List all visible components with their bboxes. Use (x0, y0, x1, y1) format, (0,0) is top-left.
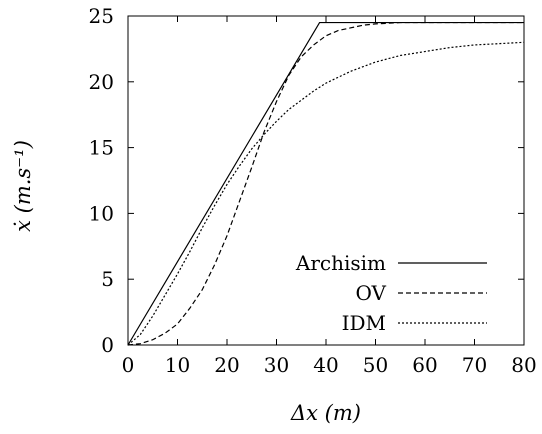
y-tick-label: 10 (89, 201, 114, 225)
x-tick-label: 40 (313, 353, 338, 377)
x-tick-label: 60 (412, 353, 437, 377)
series-line-archisim (127, 21, 524, 346)
legend-label-ov: OV (356, 281, 387, 305)
x-tick-label: 80 (511, 353, 536, 377)
x-tick-label: 20 (214, 353, 239, 377)
plot-frame (127, 15, 525, 346)
legend-label-idm: IDM (342, 311, 386, 335)
axis-ticks: 0 10 20 30 40 50 60 70 80 0 5 10 15 20 25 (89, 4, 537, 377)
x-tick-label: 30 (264, 353, 289, 377)
series-line-idm (127, 41, 525, 346)
legend-label-archisim: Archisim (295, 251, 386, 275)
x-tick-label: 50 (363, 353, 388, 377)
series-line-ov (127, 21, 524, 346)
x-tick-label: 70 (462, 353, 487, 377)
y-tick-label: 20 (89, 70, 114, 94)
y-tick-label: 15 (89, 136, 114, 160)
x-axis-label: Δx (m) (290, 401, 361, 425)
y-tick-label: 0 (101, 333, 114, 357)
legend: Archisim OV IDM (295, 251, 487, 335)
x-tick-label: 0 (122, 353, 135, 377)
y-tick-label: 25 (89, 4, 114, 28)
y-tick-label: 5 (101, 267, 114, 291)
y-axis-label: ẋ (m.s⁻¹) (11, 140, 35, 232)
x-tick-label: 10 (165, 353, 190, 377)
series-lines (127, 21, 525, 346)
